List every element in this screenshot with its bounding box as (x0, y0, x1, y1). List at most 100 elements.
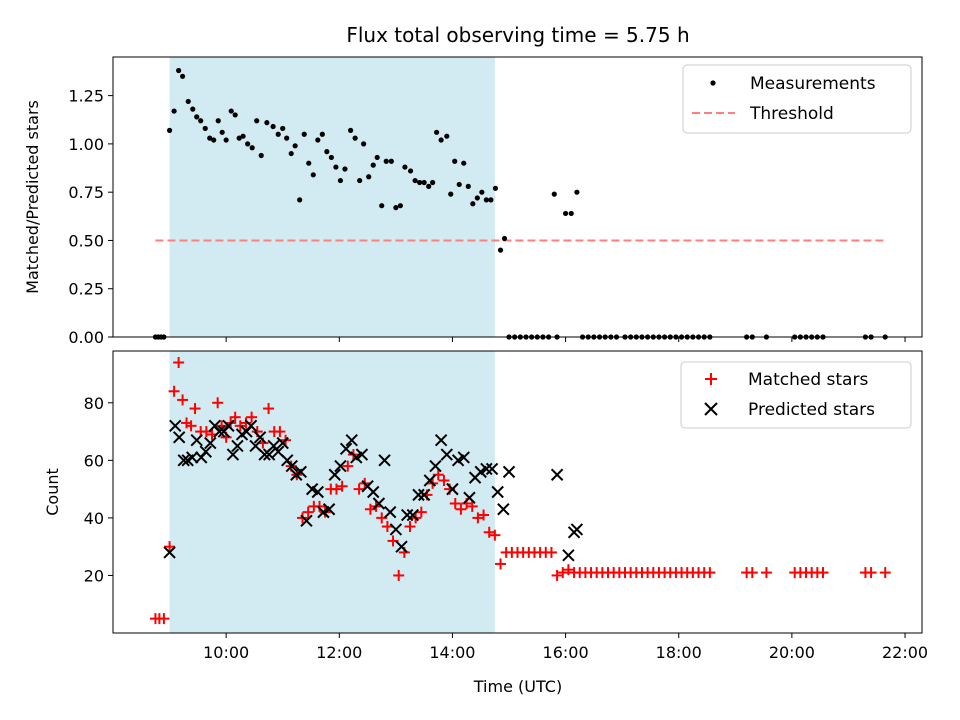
matched-point (455, 503, 467, 515)
predicted-point (497, 503, 510, 516)
measurement-point (474, 195, 480, 201)
y-tick-label: 0.50 (68, 231, 104, 250)
x-axis-label: Time (UTC) (473, 677, 562, 696)
measurement-point (280, 125, 286, 132)
matched-point (168, 385, 180, 397)
matched-point (489, 529, 501, 541)
measurement-point (497, 247, 504, 253)
measurement-point (568, 210, 574, 217)
matched-point (404, 521, 416, 533)
matched-point (189, 403, 201, 415)
predicted-point (185, 451, 199, 464)
measurement-point (292, 143, 298, 149)
predicted-point (311, 485, 325, 499)
matched-point (164, 541, 176, 553)
measurement-point (393, 205, 399, 211)
measurement-point (357, 177, 363, 184)
matched-point (704, 567, 716, 579)
measurement-point (232, 112, 238, 118)
matched-point (302, 506, 314, 518)
matched-point (381, 521, 393, 533)
predicted-point (378, 454, 391, 467)
predicted-point (345, 433, 358, 447)
matched-point (173, 357, 185, 369)
measurement-point (211, 137, 217, 143)
y-axis-label: Count (43, 468, 62, 516)
measurement-point (202, 125, 208, 132)
measurement-point (366, 174, 372, 180)
legend-measurements-marker (710, 80, 716, 86)
measurement-point (198, 118, 204, 124)
measurement-point (448, 191, 454, 197)
measurement-point (461, 160, 467, 166)
measurement-point (421, 179, 427, 186)
matched-point (234, 420, 246, 432)
matched-point (879, 567, 891, 579)
measurement-point (501, 235, 508, 242)
y-axis: 0.00 0.25 0.50 0.75 1.00 1.25 (68, 87, 113, 347)
y-tick-label: 80 (84, 394, 104, 413)
measurement-point (488, 197, 494, 203)
measurement-point (190, 106, 196, 112)
legend-measurements-label: Measurements (750, 74, 876, 94)
plot-frame (112, 350, 923, 634)
matched-point (472, 512, 484, 524)
matched-point (495, 558, 507, 570)
measurement-point (397, 203, 403, 209)
y-tick-label: 40 (84, 509, 104, 528)
predicted-point (285, 459, 298, 473)
matched-point (246, 411, 258, 423)
panel-ratio: 0.00 0.25 0.50 0.75 1.00 1.25 Matched/Predict… (23, 56, 923, 347)
predicted-point (423, 474, 437, 487)
y-tick-label: 0.75 (68, 183, 104, 202)
predicted-point (463, 491, 476, 504)
measurement-point (426, 183, 432, 189)
measurement-point (236, 135, 242, 141)
x-tick-label: 16:00 (543, 643, 589, 662)
plot-frame (112, 56, 923, 338)
measurement-point (465, 183, 471, 189)
matched-point (466, 500, 478, 512)
measurement-point (306, 160, 312, 166)
matched-point (353, 483, 365, 495)
measurement-point (383, 158, 389, 164)
measurement-point (245, 141, 251, 147)
x-tick-label: 20:00 (769, 643, 815, 662)
y-tick-label: 0.00 (68, 328, 104, 347)
measurement-point (275, 131, 281, 137)
measurement-point (361, 141, 367, 147)
predicted-point (222, 419, 235, 433)
predicted-point (372, 497, 386, 510)
measurement-point (370, 162, 376, 168)
matched-point (865, 567, 877, 579)
predicted-point (244, 419, 258, 433)
predicted-point (562, 549, 575, 562)
measurement-point (228, 108, 234, 114)
predicted-point (322, 503, 336, 516)
measurement-point (324, 149, 330, 155)
measurement-point (328, 154, 334, 161)
matched-point (212, 397, 224, 409)
measurement-point (342, 166, 348, 172)
matched-point (240, 417, 252, 429)
measurement-point (176, 67, 182, 74)
legend-predicted-label: Predicted stars (748, 400, 875, 420)
measurement-point (270, 123, 276, 130)
legend: Measurements Threshold (682, 64, 912, 134)
measurement-point (551, 191, 557, 197)
matched-point (393, 569, 405, 581)
measurement-point (483, 197, 489, 203)
measurement-point (297, 197, 303, 203)
measurement-point (456, 181, 462, 188)
measurement-point (166, 127, 173, 133)
matched-point (313, 500, 325, 512)
legend-box (682, 64, 912, 134)
measurement-point (315, 137, 321, 143)
measurement-point (207, 135, 213, 141)
measurement-point (388, 158, 394, 164)
y-tick-label: 1.25 (68, 87, 104, 106)
x-axis (225, 337, 906, 342)
measurement-point (407, 168, 414, 174)
matched-point (158, 613, 170, 625)
predicted-point (339, 442, 353, 456)
